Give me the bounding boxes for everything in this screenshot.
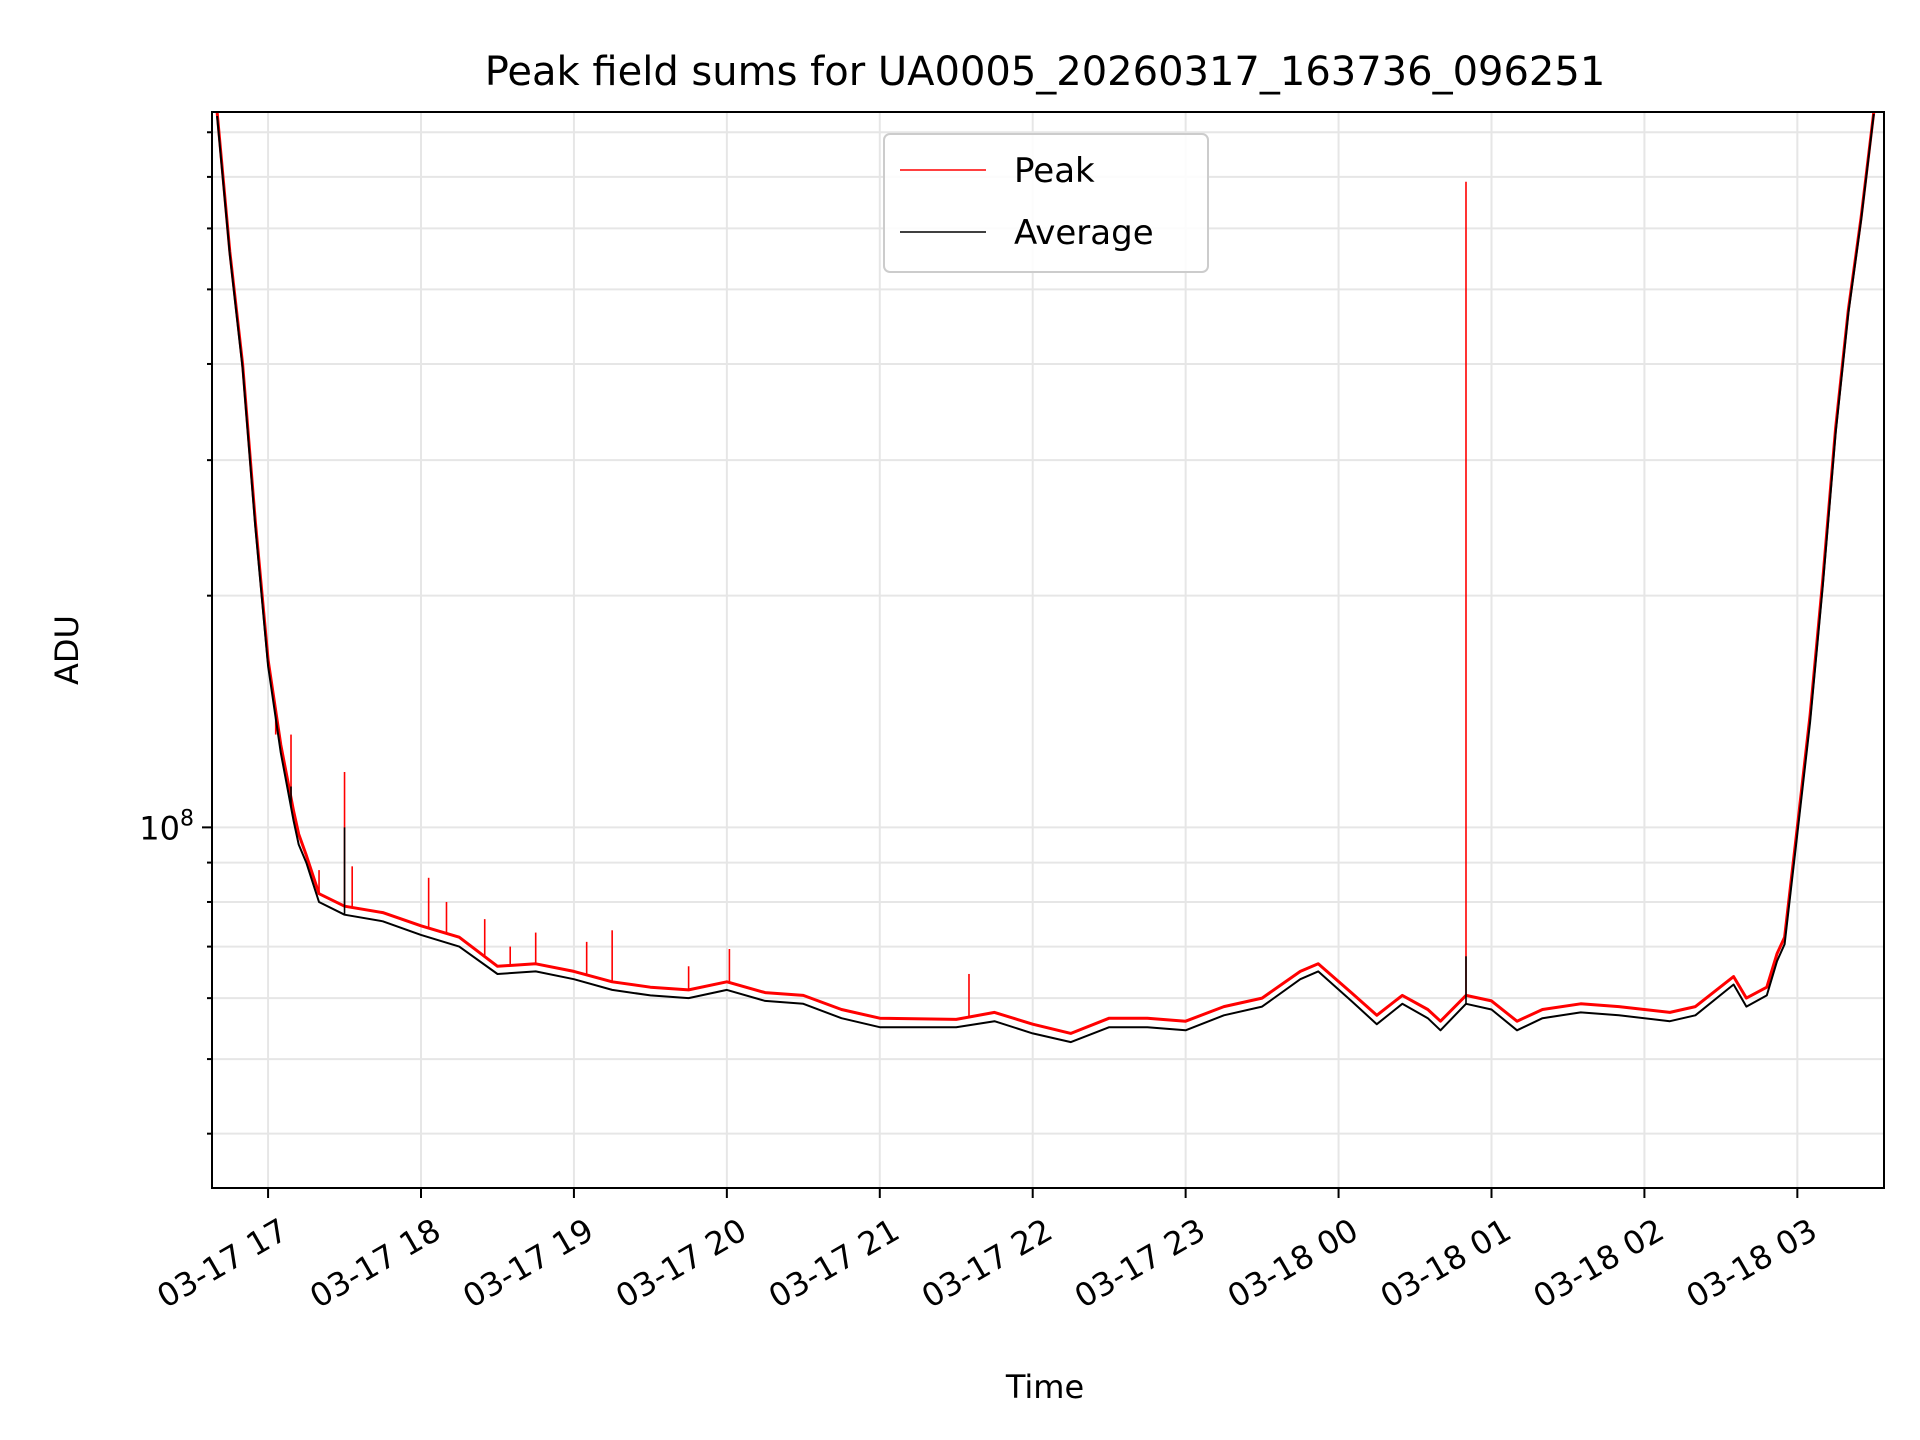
legend-label-peak: Peak — [1014, 151, 1095, 191]
plot-background — [212, 112, 1884, 1188]
legend: Peak Average — [883, 133, 1209, 273]
x-axis-label: Time — [1005, 1368, 1084, 1406]
legend-label-average: Average — [1014, 213, 1154, 253]
grid-lines — [212, 112, 1884, 1188]
y-tick-label: 108 — [139, 806, 194, 847]
plot-frame — [211, 111, 1885, 1189]
y-axis: 108 — [139, 131, 212, 1135]
plot-area — [211, 111, 1885, 1189]
series-layer — [215, 111, 1876, 1044]
chart-title: Peak field sums for UA0005_20260317_1637… — [485, 49, 1606, 95]
legend-box — [883, 133, 1209, 273]
y-axis-label: ADU — [48, 615, 86, 685]
